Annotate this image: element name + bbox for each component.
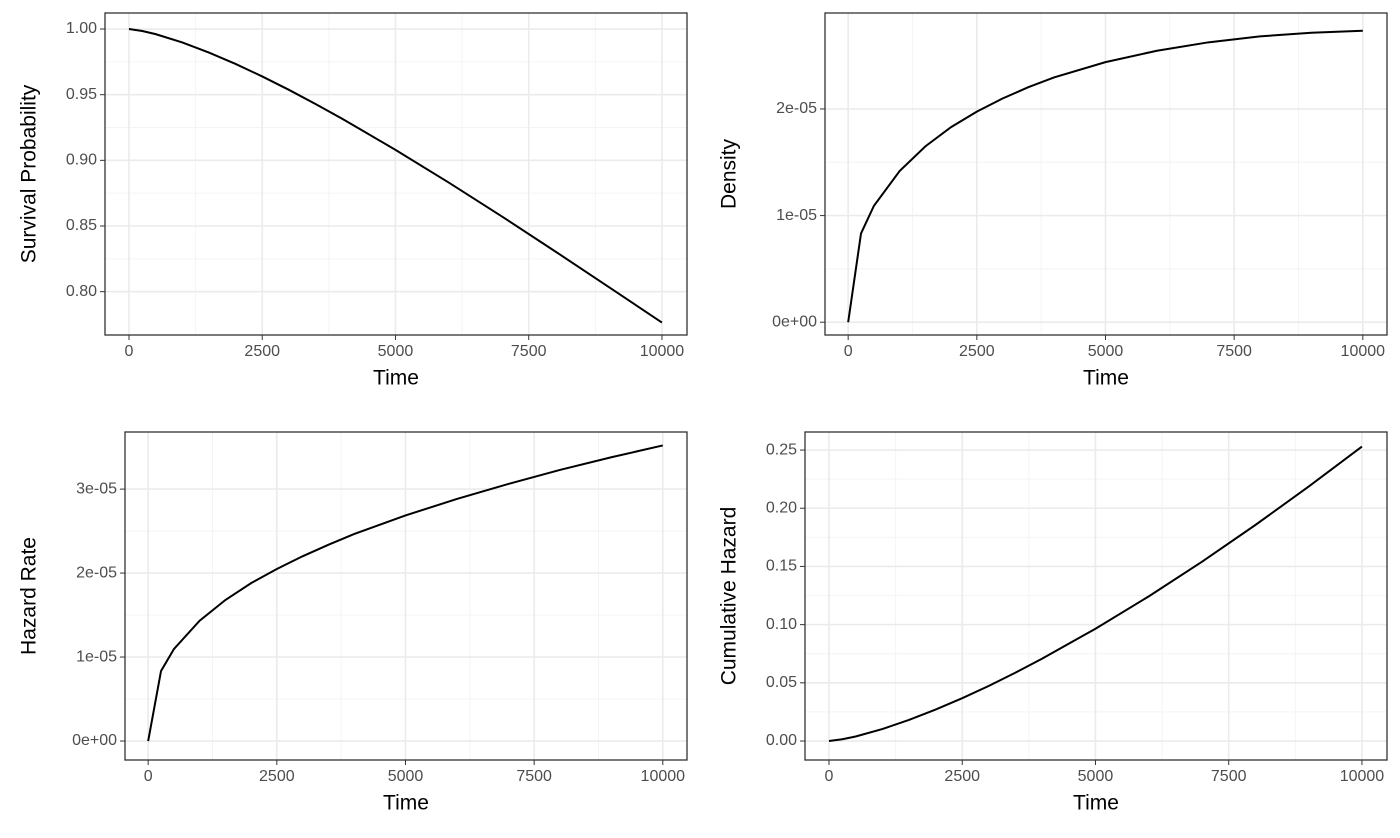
panel: 0 2500 5000 7500 10000 0.00 0.05 0.10 0.15 0.20 0.… (718, 431, 1388, 815)
y-tick-label: 0.05 (766, 674, 797, 691)
x-axis-title: Time (1083, 367, 1129, 390)
x-axis-title: Time (373, 367, 419, 390)
y-tick-label: 0.85 (66, 217, 97, 234)
x-tick-label: 7500 (511, 343, 547, 360)
y-tick-label: 0e+00 (772, 313, 817, 330)
y-tick-label: 1e-05 (776, 207, 817, 224)
x-axis-title: Time (383, 792, 429, 815)
x-tick-label: 10000 (1340, 768, 1385, 785)
y-tick-label: 0.20 (766, 499, 797, 516)
x-tick-label: 10000 (640, 343, 685, 360)
x-tick-label: 2500 (244, 343, 280, 360)
plot-border (104, 12, 688, 336)
x-tick-label: 2500 (944, 768, 980, 785)
plot-border (804, 431, 1388, 761)
panel: 0 2500 5000 7500 10000 0.80 0.85 0.90 0.95 1.00 Ti… (18, 12, 688, 390)
plot-border (824, 12, 1388, 336)
y-tick-label: 0.10 (766, 616, 797, 633)
y-axis-title: Density (718, 138, 741, 209)
curve (147, 444, 664, 742)
y-tick-label: 3e-05 (76, 480, 117, 497)
curve (828, 445, 1363, 743)
plot-border (124, 431, 688, 761)
y-tick-label: 0e+00 (72, 732, 117, 749)
x-tick-label: 10000 (1341, 343, 1386, 360)
x-tick-label: 5000 (1078, 768, 1114, 785)
x-axis-title: Time (1073, 792, 1119, 815)
y-tick-label: 2e-05 (76, 564, 117, 581)
x-tick-label: 7500 (1211, 768, 1247, 785)
x-tick-label: 0 (125, 343, 134, 360)
x-tick-label: 2500 (259, 768, 295, 785)
x-tick-label: 0 (825, 768, 834, 785)
curve (847, 29, 1363, 323)
y-tick-label: 1e-05 (76, 648, 117, 665)
x-tick-label: 5000 (388, 768, 424, 785)
panel: 0 2500 5000 7500 10000 0e+00 1e-05 2e-05 3e-05 Ti… (18, 431, 688, 815)
y-tick-label: 0.80 (66, 283, 97, 300)
x-tick-label: 2500 (959, 343, 995, 360)
x-tick-label: 5000 (378, 343, 414, 360)
y-tick-label: 0.15 (766, 558, 797, 575)
y-axis-title: Survival Probability (18, 84, 41, 263)
x-tick-label: 5000 (1088, 343, 1124, 360)
curve (128, 28, 663, 324)
y-tick-label: 0.25 (766, 441, 797, 458)
x-tick-label: 7500 (516, 768, 552, 785)
x-tick-label: 0 (844, 343, 853, 360)
y-tick-label: 0.00 (766, 732, 797, 749)
y-tick-label: 0.95 (66, 86, 97, 103)
y-axis-title: Cumulative Hazard (718, 507, 741, 686)
y-axis-title: Hazard Rate (18, 537, 41, 655)
x-tick-label: 0 (144, 768, 153, 785)
x-tick-label: 10000 (641, 768, 686, 785)
x-tick-label: 7500 (1216, 343, 1252, 360)
y-tick-label: 0.90 (66, 152, 97, 169)
panel: 0 2500 5000 7500 10000 0e+00 1e-05 2e-05 Time Den… (718, 12, 1388, 390)
y-tick-label: 1.00 (66, 20, 97, 37)
y-tick-label: 2e-05 (776, 100, 817, 117)
